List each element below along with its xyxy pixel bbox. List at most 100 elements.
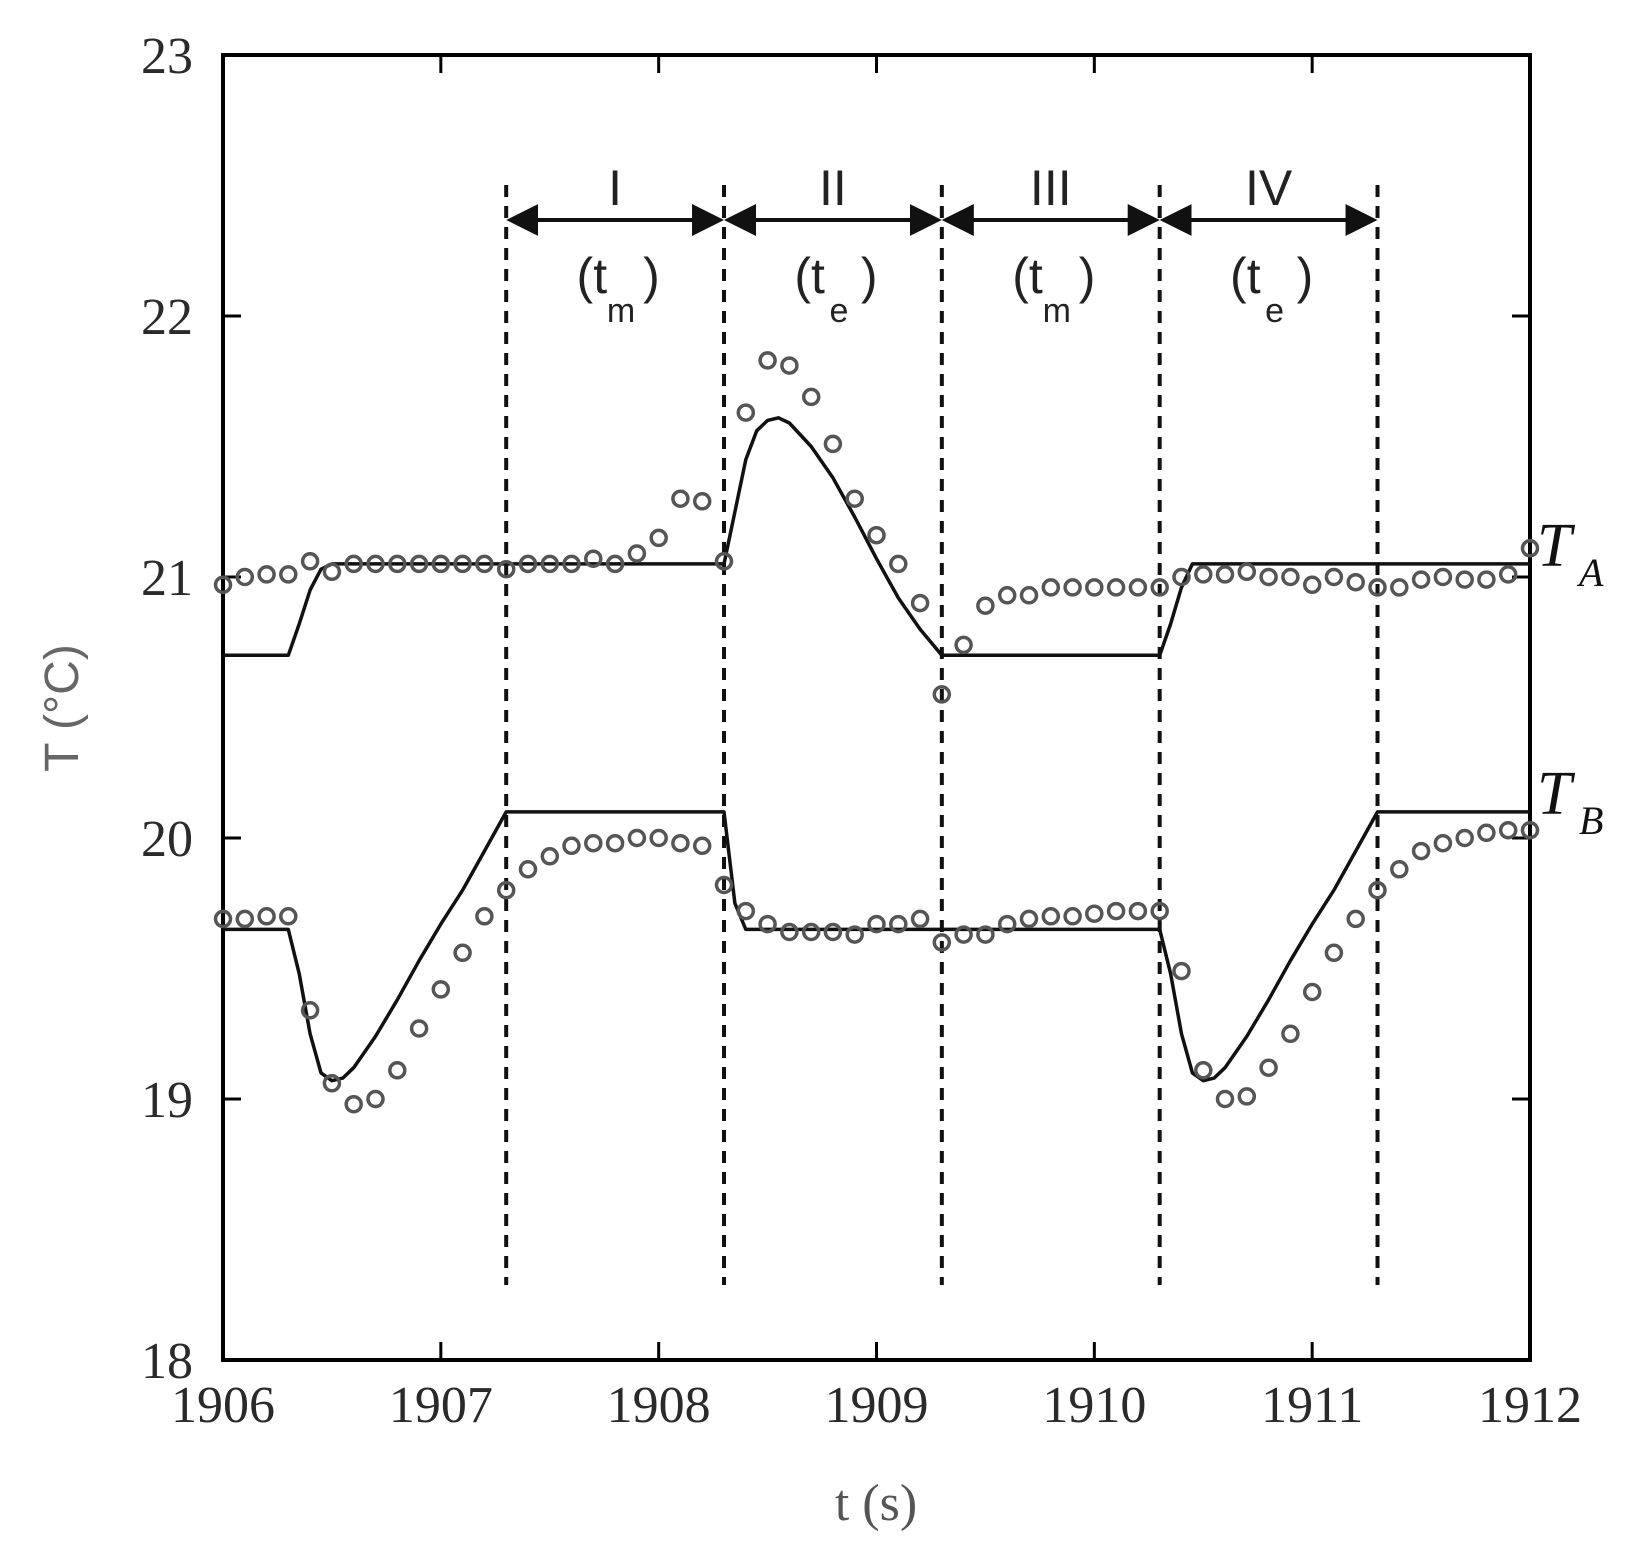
series-B-point (1411, 841, 1431, 861)
series-A-point (1411, 570, 1431, 589)
series-B-point (714, 875, 734, 895)
series-B-point (845, 925, 864, 944)
series-B-point (867, 914, 886, 934)
x-axis-title: t (s) (835, 1475, 917, 1532)
y-tick-label: 23 (141, 28, 193, 85)
series-B-point (823, 922, 843, 942)
series-A-point (1237, 562, 1257, 582)
series-A-point (780, 356, 799, 375)
x-tick-label: 1912 (1478, 1377, 1582, 1434)
series-A-point (605, 554, 625, 574)
series-A-point (1041, 578, 1061, 597)
series-B-point (801, 922, 821, 942)
x-axis-ticks: 1906 1907 1908 1909 1910 1911 1912 (171, 55, 1582, 1434)
series-A-point (1302, 575, 1322, 595)
x-tick-label: 1908 (607, 1377, 711, 1434)
series-A-point (235, 567, 255, 587)
series-B-point (736, 901, 756, 921)
series-A-point (1368, 578, 1387, 597)
series-A-point (518, 554, 538, 574)
x-tick-label: 1906 (171, 1377, 275, 1434)
series-A-point (213, 575, 233, 595)
series-A-point (692, 492, 712, 511)
series-B-point (1346, 909, 1365, 929)
series-B-point (1477, 823, 1496, 843)
series-A-label: T (1537, 512, 1576, 580)
series-B-line (223, 810, 1530, 1083)
series-B-point (431, 980, 451, 999)
series-A-point (388, 554, 407, 574)
series-A-point (322, 562, 342, 582)
series-A-point (627, 544, 647, 563)
series-A-point (1215, 565, 1235, 584)
series-A-point (431, 554, 451, 574)
series-B-point (627, 828, 647, 848)
series-B-point (453, 943, 472, 963)
series-B-point (1063, 907, 1082, 926)
phase-time-label: (t (1012, 248, 1043, 304)
series-B-point (1259, 1058, 1278, 1077)
series-A-point (671, 489, 690, 508)
series-B-point (1281, 1024, 1300, 1044)
phase-label: II (819, 160, 847, 216)
series-B-point (1150, 901, 1169, 921)
series-A-point (562, 554, 581, 574)
series-A-line (223, 416, 1530, 658)
series-A-point (453, 554, 472, 574)
series-B-point (1172, 961, 1191, 981)
y-tick-label: 19 (141, 1072, 193, 1129)
series-B-point (322, 1074, 342, 1093)
phase-time-label: (t (577, 248, 608, 304)
y-tick-label: 22 (141, 289, 193, 346)
series-B-point (257, 907, 276, 926)
series-B-point (605, 833, 625, 853)
series-labels: T AT B (1537, 512, 1604, 843)
series-B-point (409, 1019, 429, 1038)
series-A-point (1019, 586, 1039, 605)
series-B-point (475, 907, 494, 926)
series-B-point (1237, 1087, 1257, 1106)
series-B-point (1455, 828, 1474, 848)
series-B-point (1368, 880, 1387, 900)
series-A-point (1477, 570, 1496, 589)
series-B-point (932, 933, 952, 952)
series-A-point (1150, 578, 1169, 597)
model-lines (223, 416, 1530, 1083)
series-B-point (1019, 909, 1039, 929)
series-A-point (845, 489, 864, 508)
series-B-point (518, 860, 538, 879)
series-B-label-subscript: B (1579, 798, 1603, 843)
series-A-point (1106, 578, 1126, 597)
series-A-point (409, 554, 429, 574)
series-B-point (1390, 860, 1409, 879)
y-axis-ticks: 18 19 20 21 22 23 (141, 28, 1530, 1390)
series-A-point (584, 549, 603, 568)
x-tick-label: 1911 (1261, 1377, 1363, 1434)
phase-time-close: ) (1297, 248, 1314, 304)
series-B-point (1498, 820, 1518, 840)
series-B-point (1433, 833, 1453, 853)
phase-time-subscript: m (607, 292, 635, 330)
series-A-point (1324, 567, 1344, 587)
y-tick-label: 20 (141, 811, 193, 868)
series-A-point (1433, 567, 1453, 587)
phase-time-close: ) (1079, 248, 1096, 304)
series-A-point (889, 554, 908, 574)
phase-time-close: ) (643, 248, 660, 304)
series-B-point (954, 925, 973, 944)
series-A-point (714, 552, 734, 571)
series-A-point (867, 525, 886, 545)
series-A-point (366, 554, 385, 574)
series-B-point (540, 847, 560, 866)
y-axis-title: T (°C) (36, 644, 89, 772)
series-A-point (649, 528, 668, 548)
series-B-point (1085, 904, 1104, 923)
series-A-label-subscript: A (1576, 550, 1604, 595)
series-B-point (976, 925, 995, 944)
phase-label: III (1030, 160, 1072, 216)
series-B-point (562, 836, 581, 856)
series-A-point (1172, 567, 1191, 587)
series-A-point (932, 685, 952, 704)
series-B-point (366, 1089, 385, 1109)
